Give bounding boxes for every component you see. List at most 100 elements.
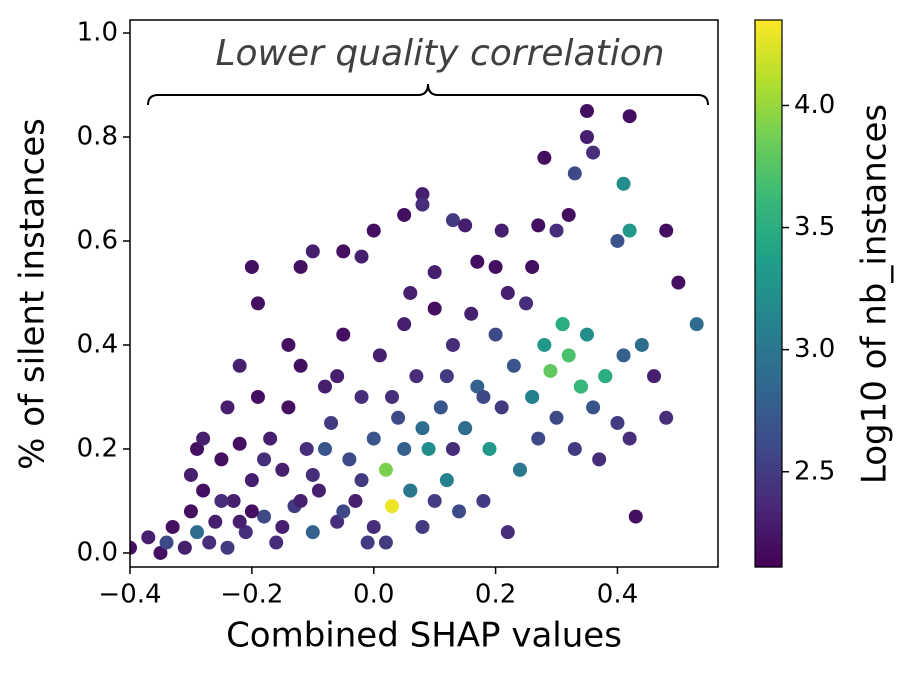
point: [622, 109, 637, 124]
colorbar-segment: [755, 315, 782, 322]
colorbar-segment: [755, 370, 782, 377]
colorbar-segment: [755, 41, 782, 48]
colorbar-segment: [755, 304, 782, 311]
colorbar-segment: [755, 58, 782, 65]
point: [263, 431, 278, 446]
colorbar-segment: [755, 129, 782, 136]
x-tick-label: −0.2: [220, 580, 283, 610]
point: [616, 348, 631, 363]
colorbar-segment: [755, 30, 782, 38]
colorbar-segment: [755, 233, 782, 240]
point: [525, 259, 540, 274]
colorbar-segment: [755, 353, 782, 360]
point: [214, 493, 229, 508]
point: [445, 213, 460, 228]
point: [622, 431, 637, 446]
point: [330, 369, 345, 384]
colorbar-segment: [755, 173, 782, 180]
point: [372, 348, 387, 363]
colorbar-segment: [755, 512, 782, 519]
points: [130, 103, 704, 560]
colorbar-segment: [755, 517, 782, 524]
colorbar-segment: [755, 260, 782, 267]
point: [183, 504, 198, 519]
point: [342, 452, 357, 467]
colorbar-frame: [754, 19, 783, 568]
colorbar-segment: [755, 402, 782, 409]
colorbar-segment: [755, 441, 782, 448]
point: [494, 223, 509, 238]
point: [592, 452, 607, 467]
point: [445, 441, 460, 456]
colorbar-segment: [755, 255, 782, 262]
colorbar-segment: [755, 222, 782, 229]
colorbar-segment: [755, 36, 782, 43]
point: [598, 369, 613, 384]
colorbar-segment: [755, 556, 782, 563]
colorbar-segment: [755, 85, 782, 92]
point: [385, 499, 400, 514]
point: [439, 473, 454, 488]
point: [634, 337, 649, 352]
point: [458, 218, 473, 233]
x-axis-label: Combined SHAP values: [226, 616, 622, 656]
colorbar-segment: [755, 495, 782, 502]
point: [415, 187, 430, 202]
point: [305, 467, 320, 482]
colorbar-segment: [755, 47, 782, 54]
colorbar-segment: [755, 282, 782, 289]
point: [293, 493, 308, 508]
point: [354, 249, 369, 264]
point: [244, 473, 259, 488]
colorbar-segment: [755, 463, 782, 470]
point: [421, 441, 436, 456]
colorbar-segment: [755, 20, 782, 27]
point: [403, 285, 418, 300]
colorbar-segment: [755, 479, 782, 486]
point: [525, 389, 540, 404]
point: [647, 369, 662, 384]
point: [190, 525, 205, 540]
colorbar-segment: [755, 238, 782, 245]
colorbar-segment: [755, 468, 782, 475]
colorbar-segment: [755, 342, 782, 349]
point: [330, 514, 345, 529]
point: [311, 483, 326, 498]
y-tick-label: 0.2: [77, 433, 118, 463]
colorbar-segment: [755, 63, 782, 70]
colorbar-segment: [755, 364, 782, 371]
point: [336, 327, 351, 342]
point: [482, 441, 497, 456]
colorbar-segment: [755, 539, 782, 546]
point: [250, 296, 265, 311]
brace: [147, 83, 709, 106]
point: [275, 462, 290, 477]
colorbar-segment: [755, 424, 782, 431]
colorbar-segment: [755, 309, 782, 316]
colorbar-segment: [755, 69, 782, 76]
point: [488, 327, 503, 342]
point: [470, 379, 485, 394]
colorbar-segment: [755, 474, 782, 481]
point: [397, 207, 412, 222]
point: [281, 400, 296, 415]
point: [130, 540, 137, 555]
colorbar-tick-label: 2.5: [794, 456, 835, 486]
point: [293, 358, 308, 373]
colorbar-segment: [755, 134, 782, 141]
point: [512, 462, 527, 477]
colorbar-segment: [755, 298, 782, 306]
point: [305, 244, 320, 259]
colorbar-segment: [755, 419, 782, 426]
point: [177, 540, 192, 555]
colorbar-segment: [755, 408, 782, 415]
point: [141, 530, 156, 545]
colorbar-segment: [755, 25, 782, 32]
point: [391, 410, 406, 425]
point: [220, 400, 235, 415]
colorbar-segment: [755, 506, 782, 513]
colorbar-segment: [755, 490, 782, 497]
colorbar-segment: [755, 216, 782, 223]
point: [427, 493, 442, 508]
colorbar-segment: [755, 123, 782, 130]
